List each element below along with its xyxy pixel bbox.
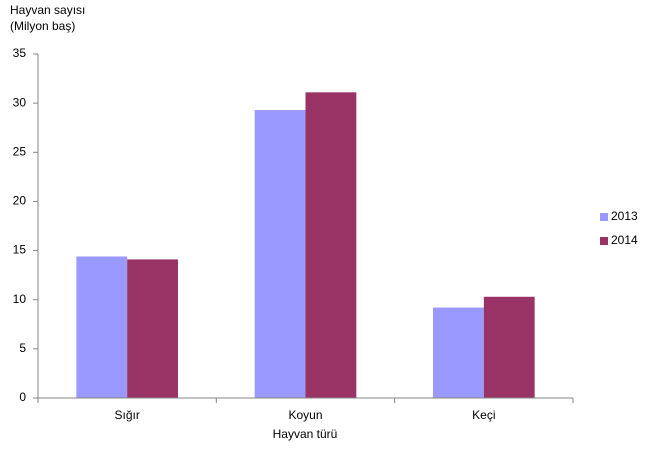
y-axis-title: (Milyon baş) xyxy=(10,19,75,33)
bar xyxy=(254,110,306,398)
y-tick-label: 30 xyxy=(13,95,27,109)
bar xyxy=(76,256,128,398)
y-tick-label: 5 xyxy=(19,341,26,355)
y-tick-label: 10 xyxy=(13,292,27,306)
y-tick-label: 35 xyxy=(13,46,27,60)
y-tick-label: 25 xyxy=(13,144,27,158)
y-tick-label: 20 xyxy=(13,194,27,208)
bar xyxy=(305,92,357,399)
legend-label: 2013 xyxy=(611,209,638,223)
bar xyxy=(433,307,484,398)
y-axis-title: Hayvan sayısı xyxy=(10,3,85,17)
legend-label: 2014 xyxy=(611,233,638,247)
x-tick-label: Sığır xyxy=(114,408,139,422)
legend-swatch xyxy=(600,237,608,245)
bar xyxy=(483,296,535,398)
x-tick-label: Koyun xyxy=(288,408,322,422)
x-tick-label: Keçi xyxy=(472,408,495,422)
x-axis-title: Hayvan türü xyxy=(273,427,338,441)
bar xyxy=(127,259,178,398)
y-tick-label: 0 xyxy=(19,390,26,404)
legend-swatch xyxy=(600,213,608,221)
y-tick-label: 15 xyxy=(13,243,27,257)
